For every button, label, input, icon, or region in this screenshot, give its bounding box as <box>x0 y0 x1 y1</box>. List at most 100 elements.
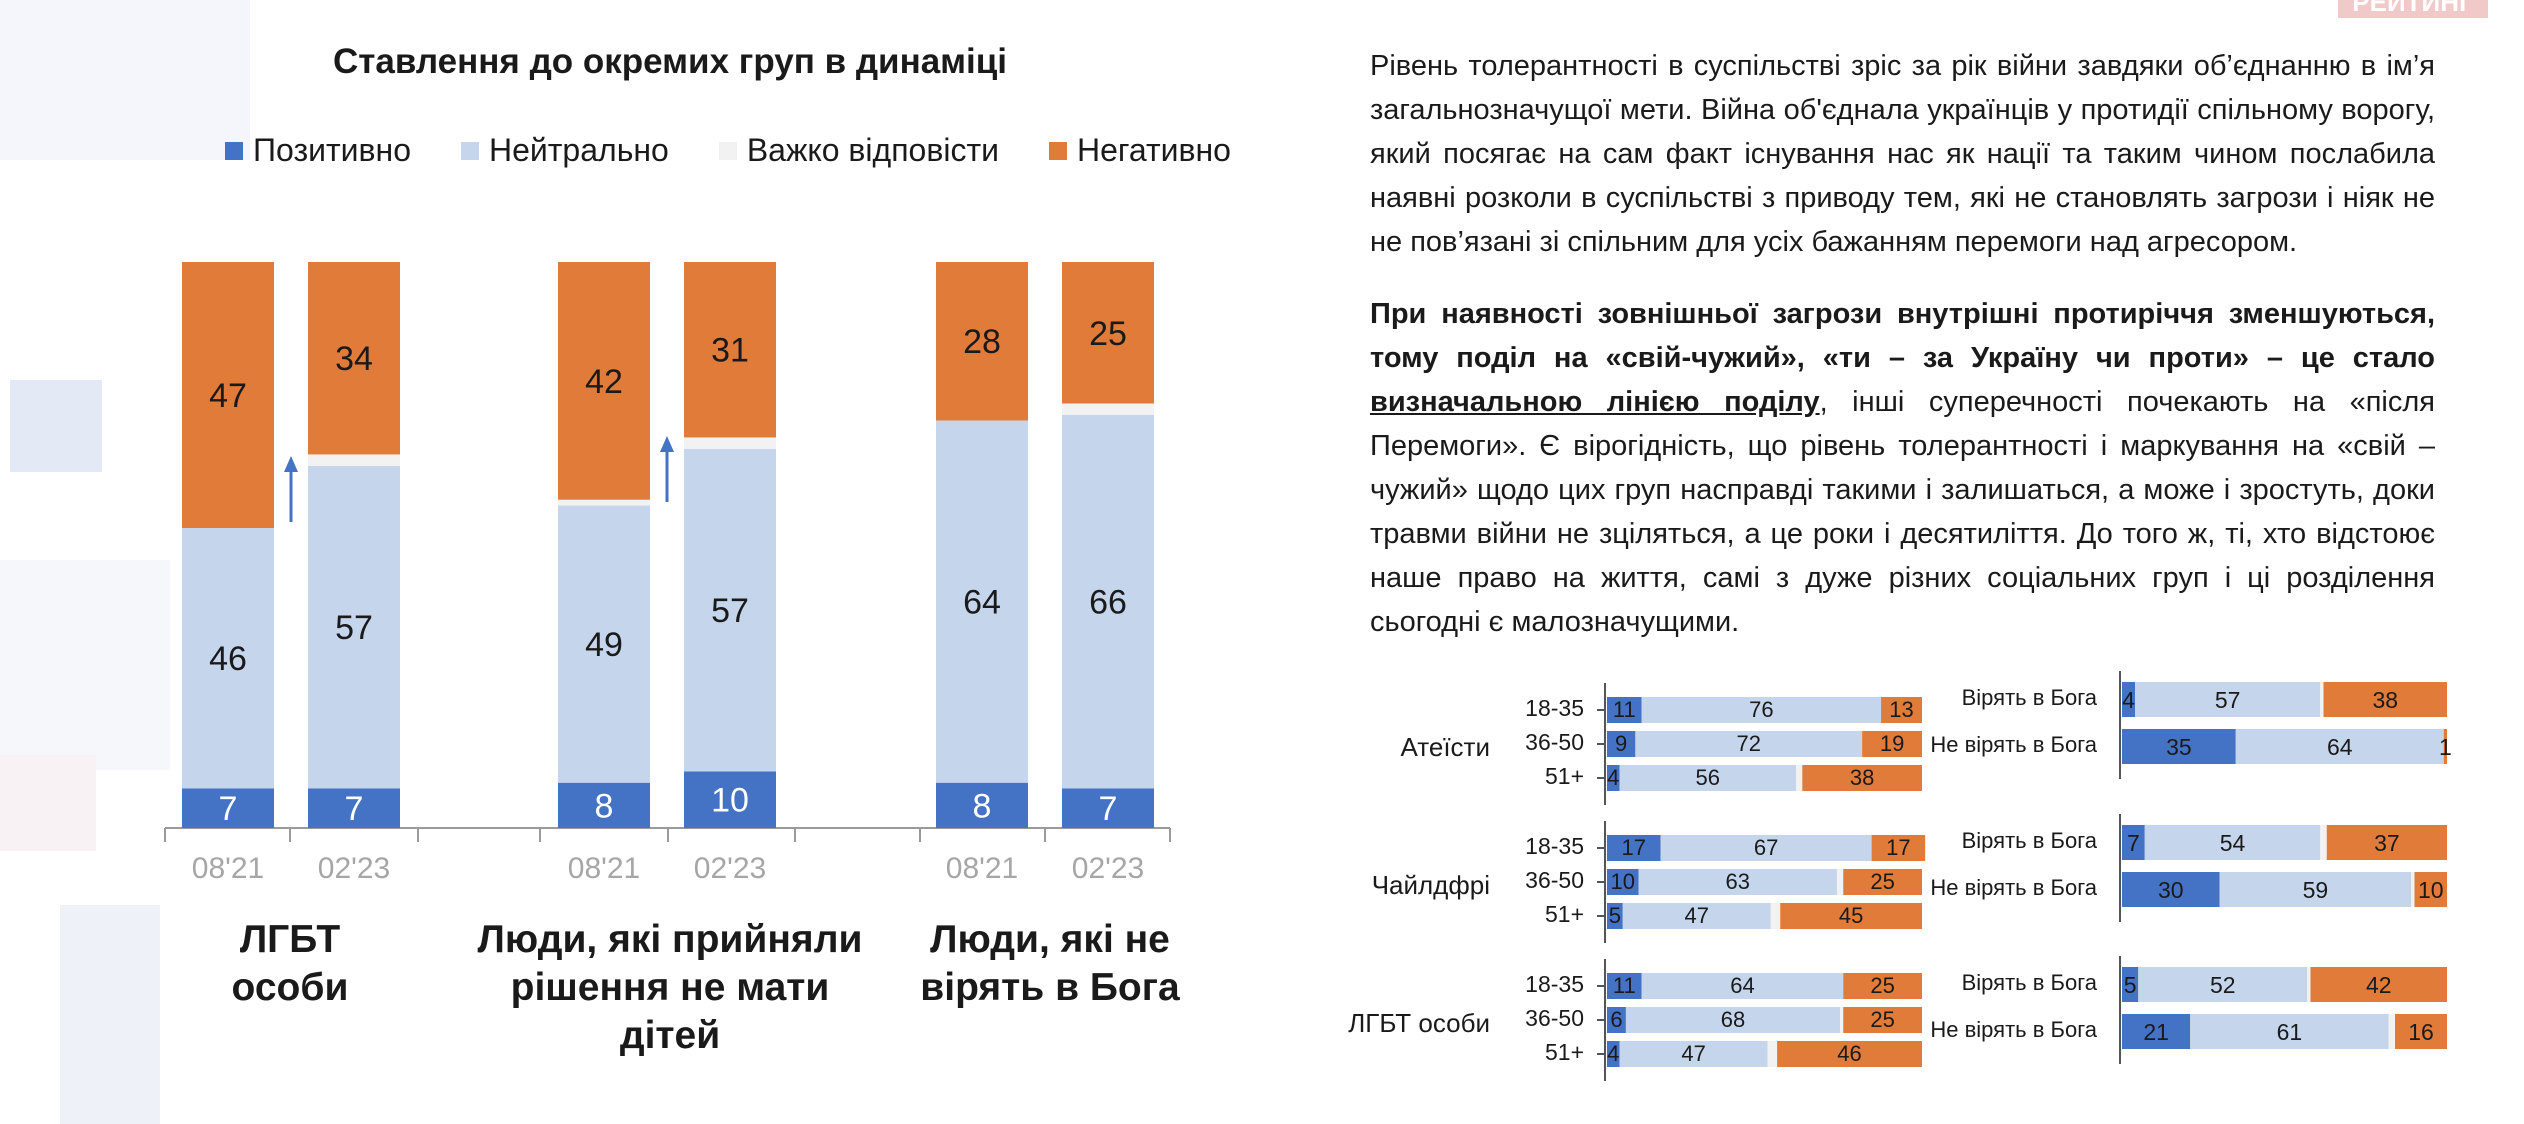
bar-segment <box>308 262 400 455</box>
mini-bar-segment <box>1660 835 1872 861</box>
mini-data-label: 4 <box>1607 1041 1619 1066</box>
mini-data-label: 63 <box>1725 869 1749 894</box>
mini-bar-segment <box>2307 967 2311 1002</box>
mini-bar-segment <box>1622 903 1771 929</box>
mini-bar-segment <box>1607 973 1642 999</box>
data-label: 47 <box>209 377 247 415</box>
mini-data-label: 38 <box>1850 765 1874 790</box>
mini-bar-segment <box>2443 729 2447 764</box>
data-label: 64 <box>963 584 1001 622</box>
mini-bar-segment <box>1843 973 1922 999</box>
mini-bar-segment <box>1871 835 1926 861</box>
mini-bar-segment <box>1802 765 1922 791</box>
legend-label: Нейтрально <box>488 132 669 168</box>
mini-data-label: 56 <box>1696 765 1720 790</box>
paragraph-2-bold-underline: визначальною лінією поділу <box>1370 386 1820 418</box>
mini-bar-segment <box>2320 682 2324 717</box>
mini-bar-segment <box>1607 869 1639 895</box>
paragraph-2-rest: , інші суперечності почекають на «після … <box>1370 386 2436 638</box>
mini-data-label: 6 <box>1610 1007 1622 1032</box>
bar-segment <box>308 788 400 828</box>
mini-bar-segment <box>1607 835 1661 861</box>
mini-data-label: 4 <box>2122 687 2135 713</box>
mini-data-label: 4 <box>1607 765 1619 790</box>
mini-data-label: 11 <box>1613 697 1636 722</box>
mini-bar-segment <box>2138 967 2308 1002</box>
mini-data-label: 10 <box>2418 877 2444 903</box>
mini-bar-segment <box>2323 682 2447 717</box>
legend-swatch <box>1048 141 1067 160</box>
chart-title: Ставлення до окремих груп в динаміці <box>332 42 1008 81</box>
mini-data-label: 10 <box>1611 869 1635 894</box>
legend-label: Позитивно <box>253 132 411 168</box>
legend-label: Негативно <box>1076 132 1231 168</box>
mini-bar-segment <box>2122 872 2220 907</box>
mini-row-label: 51+ <box>1545 763 1584 789</box>
mini-row-label: 36-50 <box>1525 729 1584 755</box>
data-label: 57 <box>335 609 373 647</box>
tick-label: 02'23 <box>1072 852 1144 885</box>
mini-data-label: 38 <box>2372 687 2398 713</box>
mini-data-label: 5 <box>1609 903 1621 928</box>
bar-segment <box>684 771 776 828</box>
mini-bar-segment <box>1641 973 1844 999</box>
mini-bar-segment <box>2135 682 2321 717</box>
mini-data-label: 42 <box>2366 972 2392 998</box>
tick-label: 08'21 <box>946 852 1018 885</box>
mini-bar-segment <box>1607 903 1623 929</box>
bar-segment <box>308 465 400 789</box>
trend-arrow-head <box>660 436 674 452</box>
mini-bar-segment <box>1843 869 1922 895</box>
mini-data-label: 64 <box>2327 734 2353 760</box>
mini-bar-segment <box>1862 731 1922 757</box>
bar-segment <box>1062 262 1154 404</box>
legend-label: Важко відповісти <box>746 132 999 168</box>
mini-bar-segment <box>2414 872 2447 907</box>
mini-data-label: 67 <box>1754 835 1778 860</box>
mini-bar-segment <box>2122 682 2135 717</box>
mini-data-label: 11 <box>1613 973 1636 998</box>
data-label: 8 <box>595 787 614 825</box>
mini-bar-segment <box>1619 1041 1768 1067</box>
background-decor-block <box>0 755 96 851</box>
tick-label: 02'23 <box>318 852 390 885</box>
bar-segment <box>684 448 776 772</box>
mini-row-label: Не вірять в Бога <box>1930 1017 2097 1042</box>
mini-row-label: Вірять в Бога <box>1962 828 2098 853</box>
mini-bar-segment <box>1641 697 1882 723</box>
mini-data-label: 5 <box>2124 972 2137 998</box>
mini-bar-segment <box>1607 765 1620 791</box>
mini-bar-segment <box>1607 1007 1626 1033</box>
bar-segment <box>936 262 1028 421</box>
group-label-childfree: Люди, які прийняли рішення не мати дітей <box>477 918 863 1057</box>
mini-data-label: 17 <box>1886 835 1910 860</box>
mini-row-label: 51+ <box>1545 901 1584 927</box>
mini-data-label: 25 <box>1870 1007 1894 1032</box>
data-label: 7 <box>345 790 364 828</box>
mini-data-label: 16 <box>2408 1019 2434 1045</box>
bar-segment <box>1062 403 1154 415</box>
data-label: 7 <box>1099 790 1118 828</box>
mini-row-label: 18-35 <box>1525 695 1584 721</box>
bar-segment <box>936 420 1028 783</box>
data-label: 34 <box>335 340 373 378</box>
bar-segment <box>936 782 1028 828</box>
text-panel: Рівень толерантності в суспільстві зріс … <box>1370 44 2435 672</box>
mini-bar-segment <box>1843 1007 1922 1033</box>
group-label-atheists: Люди, які не вірять в Бога <box>920 918 1180 1009</box>
mini-data-label: 76 <box>1749 697 1773 722</box>
trend-arrow-head <box>284 456 298 472</box>
mini-bar-segment <box>1777 1041 1922 1067</box>
bar-segment <box>558 505 650 783</box>
mini-data-label: 1 <box>2439 734 2452 760</box>
bar-segment <box>1062 414 1154 789</box>
mini-data-label: 37 <box>2374 830 2400 856</box>
bar-segment <box>558 262 650 500</box>
mini-bar-segment <box>1836 869 1844 895</box>
legend-item: Позитивно <box>225 132 411 169</box>
mini-data-label: 54 <box>2220 830 2246 856</box>
mini-bar-segment <box>2144 825 2321 860</box>
mini-row-label: 18-35 <box>1525 833 1584 859</box>
mini-bar-segment <box>2320 825 2327 860</box>
